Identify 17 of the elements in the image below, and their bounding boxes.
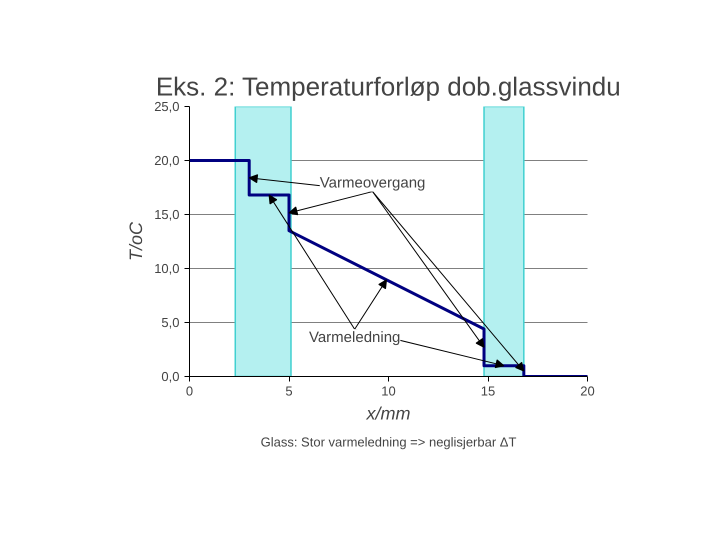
x-tick-label: 20: [580, 384, 595, 398]
y-tick-label: 0,0: [161, 369, 180, 384]
x-tick-label: 0: [186, 384, 194, 398]
y-axis-title: T/oC: [126, 220, 146, 262]
annotation: Varmeovergang: [320, 174, 426, 192]
x-tick-label: 15: [480, 384, 496, 398]
x-tick-label: 5: [285, 384, 293, 398]
chart-title: Eks. 2: Temperaturforløp dob.glassvindu: [156, 72, 621, 102]
y-tick-label: 15,0: [154, 207, 180, 222]
text: Glass: Stor varmeledning => neglisjerbar ΔT: [260, 434, 516, 450]
x-tick-label: 10: [381, 384, 396, 398]
y-tick-label: 25,0: [154, 99, 180, 114]
y-tick-label: 20,0: [154, 153, 180, 168]
y-tick-label: 5,0: [161, 315, 180, 330]
annotation: Varmeledning: [308, 329, 400, 346]
y-tick-label: 10,0: [154, 261, 180, 276]
x-axis-title: x/mm: [366, 404, 411, 424]
